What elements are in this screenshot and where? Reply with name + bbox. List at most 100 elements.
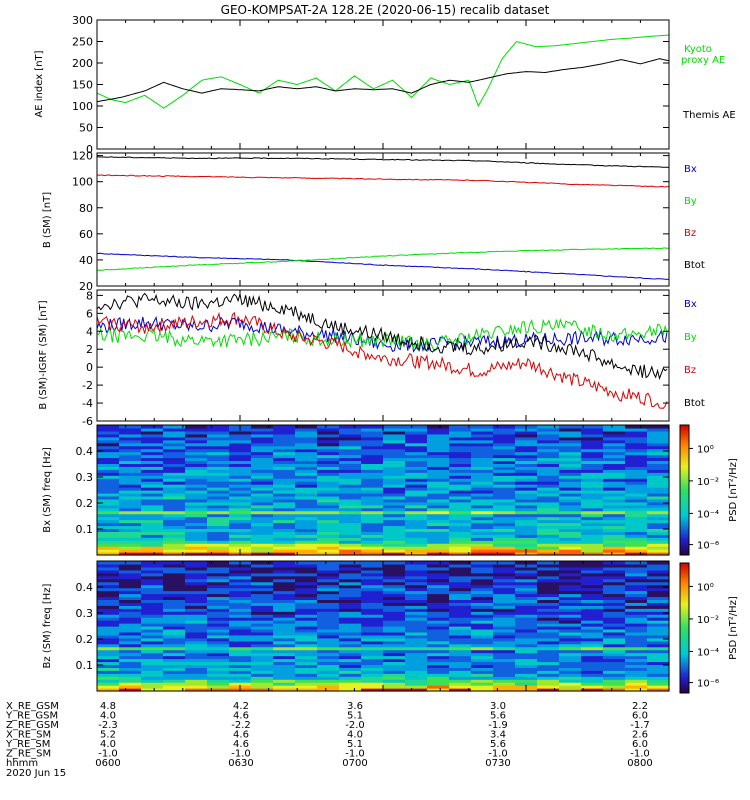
spectrogram-cell	[163, 492, 186, 497]
spectrogram-cell	[317, 442, 340, 447]
spectrogram-cell	[493, 652, 516, 657]
spectrogram-cell	[207, 631, 230, 636]
spectrogram-cell	[229, 646, 252, 651]
spectrogram-cell	[339, 620, 362, 624]
spectrogram-cell	[493, 484, 516, 488]
spectrogram-cell	[383, 427, 406, 432]
spectrogram-cell	[163, 504, 186, 509]
spectrogram-cell	[229, 457, 252, 462]
spectrogram-cell	[515, 670, 538, 674]
spectrogram-cell	[647, 626, 670, 630]
spectrogram-cell	[647, 658, 670, 663]
spectrogram-cell	[229, 599, 252, 603]
spectrogram-cell	[581, 528, 604, 532]
spectrogram-cell	[647, 463, 670, 467]
spectrogram-cell	[405, 516, 428, 521]
spectrogram-cell	[515, 466, 538, 470]
spectrogram-cell	[141, 602, 164, 606]
spectrogram-cell	[141, 608, 164, 612]
spectrogram-cell	[625, 587, 648, 592]
spectrogram-cell	[273, 457, 296, 462]
spectrogram-cell	[625, 581, 648, 586]
spectrogram-cell	[493, 611, 516, 615]
spectrogram-cell	[559, 436, 582, 441]
spectrogram-cell	[251, 433, 274, 438]
spectrogram-cell	[339, 454, 362, 459]
spectrogram-cell	[251, 534, 274, 538]
spectrogram-cell	[647, 543, 670, 547]
spectrogram-cell	[141, 587, 164, 592]
spectrogram-cell	[317, 525, 340, 529]
spectrogram-cell	[339, 475, 362, 479]
spectrogram-cell	[97, 596, 120, 600]
spectrogram-cell	[515, 457, 538, 462]
spectrogram-cell	[405, 457, 428, 462]
spectrogram-cell	[185, 469, 208, 473]
spectrogram-cell	[273, 478, 296, 482]
spectrogram-cell	[625, 626, 648, 630]
spectrogram-cell	[141, 566, 164, 571]
spectrogram-cell	[317, 484, 340, 488]
spectrogram-cell	[471, 445, 494, 450]
spectrogram-cell	[339, 451, 362, 456]
spectrogram-cell	[273, 484, 296, 488]
spectrogram-cell	[207, 566, 230, 571]
spectrogram-cell	[295, 492, 318, 497]
spectrogram-cell	[141, 445, 164, 450]
spectrogram-cell	[405, 569, 428, 574]
spectrogram-cell	[383, 495, 406, 500]
spectrogram-cell	[493, 667, 516, 671]
spectrogram-cell	[493, 682, 516, 686]
spectrogram-cell	[559, 433, 582, 438]
spectrogram-cell	[185, 454, 208, 459]
spectrogram-cell	[97, 463, 120, 467]
spectrogram-cell	[207, 457, 230, 462]
spectrogram-cell	[229, 634, 252, 639]
spectrogram-cell	[339, 495, 362, 500]
spectrogram-cell	[273, 472, 296, 476]
spectrogram-cell	[603, 685, 626, 689]
spectrogram-cell	[405, 504, 428, 509]
spectrogram-cell	[185, 670, 208, 674]
spectrogram-cell	[493, 640, 516, 645]
spectrogram-cell	[427, 492, 450, 497]
spectrogram-cell	[449, 504, 472, 509]
ephemeris-value: 0730	[485, 758, 510, 769]
spectrogram-cell	[273, 634, 296, 639]
spectrogram-cell	[97, 682, 120, 686]
spectrogram-cell	[251, 563, 274, 568]
bx-spectrogram-ylabel-text: Bx (SM) freq [Hz]	[42, 447, 53, 533]
spectrogram-cell	[537, 540, 560, 544]
spectrogram-cell	[97, 475, 120, 479]
spectrogram-cell	[559, 623, 582, 627]
spectrogram-cell	[185, 626, 208, 630]
legend-entry: By	[684, 196, 697, 207]
spectrogram-cell	[251, 614, 274, 618]
spectrogram-cell	[603, 655, 626, 660]
spectrogram-cell	[515, 436, 538, 441]
spectrogram-cell	[251, 682, 274, 686]
spectrogram-cell	[515, 478, 538, 482]
spectrogram-cell	[207, 546, 230, 550]
spectrogram-cell	[625, 634, 648, 639]
spectrogram-cell	[295, 425, 318, 429]
spectrogram-cell	[251, 466, 274, 470]
spectrogram-cell	[339, 442, 362, 447]
spectrogram-cell	[493, 628, 516, 633]
spectrogram-cell	[493, 478, 516, 482]
spectrogram-cell	[185, 537, 208, 541]
spectrogram-cell	[273, 605, 296, 609]
spectrogram-cell	[581, 643, 604, 648]
spectrogram-cell	[251, 569, 274, 574]
spectrogram-cell	[185, 460, 208, 464]
spectrogram-cell	[229, 581, 252, 586]
spectrogram-cell	[339, 584, 362, 589]
spectrogram-cell	[361, 525, 384, 529]
spectrogram-cell	[273, 546, 296, 550]
spectrogram-cell	[537, 516, 560, 521]
spectrogram-cell	[295, 513, 318, 518]
spectrogram-cell	[97, 540, 120, 544]
spectrogram-cell	[427, 643, 450, 648]
spectrogram-cell	[163, 602, 186, 606]
spectrogram-cell	[405, 534, 428, 538]
